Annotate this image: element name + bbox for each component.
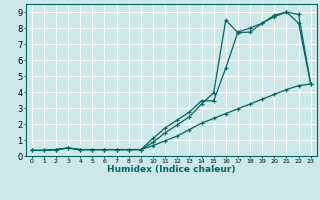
X-axis label: Humidex (Indice chaleur): Humidex (Indice chaleur) — [107, 165, 236, 174]
